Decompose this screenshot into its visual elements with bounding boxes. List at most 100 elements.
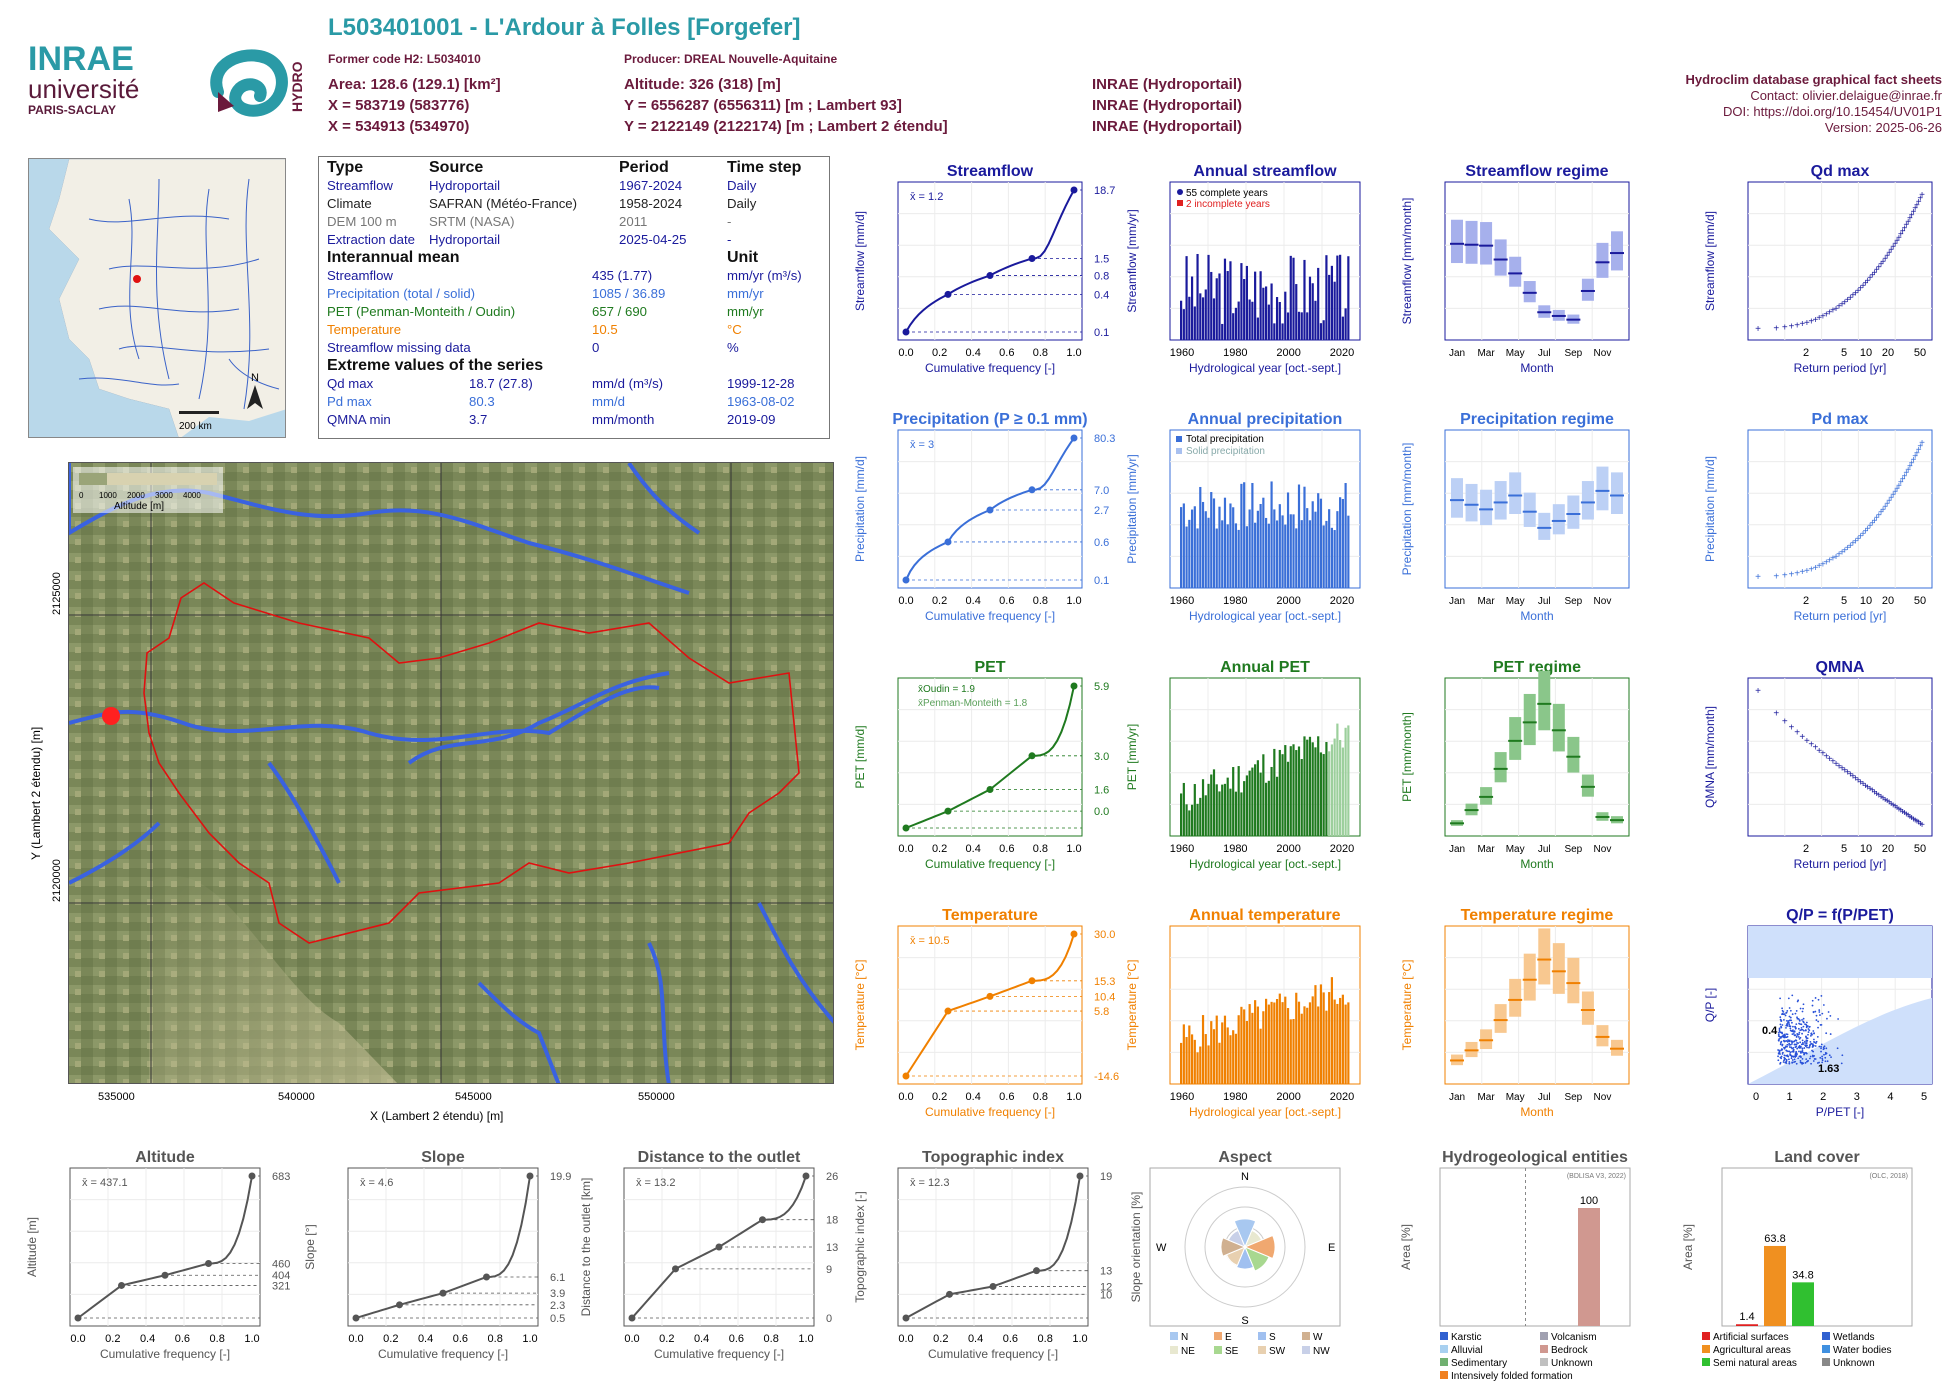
annual_streamflow-title: Annual streamflow [1193, 163, 1337, 180]
precipitation_regime-xlabel: Month [1520, 609, 1553, 623]
qp-x-tick: 4 [1887, 1091, 1893, 1103]
pet-right-value: 1.6 [1094, 784, 1109, 796]
hydrogeo-legend-swatch [1440, 1332, 1448, 1340]
annual_precipitation-bar [1308, 520, 1312, 588]
x-tick-535000: 535000 [98, 1091, 135, 1103]
qp-point [1778, 1027, 1781, 1030]
aspect-legend-swatch [1214, 1346, 1222, 1354]
month-tick: Jul [1538, 844, 1551, 855]
year-tick: 2020 [1330, 843, 1354, 855]
month-tick: Mar [1477, 844, 1495, 855]
extreme-qmna: QMNA min 3.7 mm/month 2019-09 [327, 412, 776, 427]
hydrogeo-legend-swatch [1440, 1371, 1448, 1379]
qd_max-point: + [1808, 316, 1814, 327]
qd_max-point: + [1896, 233, 1902, 244]
qd_max-point: + [1755, 324, 1761, 335]
month-tick: Sep [1564, 348, 1582, 359]
annual_temperature-bar [1215, 1015, 1218, 1084]
annual_pet-bar [1256, 760, 1259, 836]
year-tick: 1980 [1223, 843, 1247, 855]
qd_max-xlabel: Return period [yr] [1794, 361, 1887, 375]
annual_streamflow-bar [1278, 302, 1281, 340]
year-tick: 2000 [1276, 843, 1300, 855]
qp-point [1812, 1044, 1814, 1047]
qp-point [1797, 1036, 1800, 1038]
qd_max-point: + [1919, 190, 1925, 201]
qmna-point: + [1860, 779, 1866, 790]
pd_max-point: + [1833, 552, 1839, 563]
qp-point [1802, 1025, 1805, 1028]
interannual-header: Interannual mean Unit [327, 249, 759, 266]
qp-point [1807, 1059, 1810, 1062]
annual_pet-bar [1297, 746, 1301, 836]
annual_pet-bar [1308, 736, 1312, 836]
annual_temperature-bar [1336, 1003, 1339, 1084]
x-tick-label: 0.2 [932, 595, 947, 607]
annual_pet-bar [1240, 792, 1243, 836]
qp-point [1779, 1031, 1782, 1034]
annual_streamflow-bar [1207, 254, 1210, 340]
annual_precipitation-bar [1210, 492, 1213, 588]
precipitation_regime-box [1538, 512, 1551, 540]
qd_max-point: + [1894, 236, 1900, 247]
panel-pd_max: Pd max Return period [yr] Precipitation [m… [1703, 411, 1933, 623]
annual_precipitation-bar [1237, 529, 1240, 588]
svg-text:3000: 3000 [155, 491, 173, 500]
annual_temperature-bar [1300, 1013, 1303, 1084]
pd_max-point: + [1830, 554, 1836, 565]
qp-point [1810, 1043, 1813, 1045]
qp-point [1786, 1050, 1789, 1053]
qd_max-point: + [1886, 248, 1892, 259]
aspect-legend-label: W [1313, 1332, 1323, 1343]
streamflow-point [986, 272, 994, 280]
qd_max-frame [1747, 181, 1933, 341]
qp-point [1816, 1062, 1819, 1064]
x-tick-label: 0.4 [694, 1333, 709, 1345]
qp-point [1805, 1051, 1807, 1054]
annual_pet-bar [1344, 727, 1347, 836]
hydrogeo-legend-label: Volcanism [1551, 1332, 1597, 1343]
annual_temperature-bar [1297, 1001, 1301, 1084]
qd_max-point: + [1909, 210, 1915, 221]
precipitation-point [1070, 434, 1078, 442]
qp-point [1815, 1040, 1818, 1043]
annual_temperature-bar [1278, 993, 1281, 1084]
qp-point [1786, 1024, 1788, 1026]
pet-right-value: 3.0 [1094, 751, 1109, 763]
qmna-point: + [1905, 811, 1911, 822]
topo-point [989, 1282, 997, 1290]
annual_pet-bar [1223, 783, 1227, 836]
qp-point [1798, 1022, 1800, 1025]
pd_max-point: + [1839, 548, 1845, 559]
altitude-mean: x̄ = 437.1 [82, 1177, 128, 1189]
annual_temperature-bar [1262, 1011, 1265, 1084]
topo-point [1076, 1172, 1084, 1180]
qp-point [1841, 1054, 1844, 1057]
annual_precipitation-bar [1314, 511, 1317, 588]
qp-point [1801, 1032, 1803, 1035]
streamflow_regime-box [1465, 220, 1478, 264]
panel-precipitation_regime: Precipitation regime Month Precipitation [… [1400, 411, 1630, 623]
qp-point [1811, 1004, 1814, 1007]
extremes-table: Extreme values of the series Qd max 18.7 … [327, 357, 821, 429]
hydrogeo-src: (BDLISA V3, 2022) [1567, 1173, 1626, 1180]
precipitation-xlabel: Cumulative frequency [-] [925, 609, 1055, 623]
pd_max-point: + [1914, 448, 1920, 459]
month-tick: Jul [1538, 596, 1551, 607]
qp-xlabel: P/PET [-] [1816, 1105, 1864, 1119]
return-tick: 10 [1860, 843, 1872, 855]
streamflow_regime-box [1509, 256, 1522, 287]
annual_pet-bar [1190, 804, 1194, 836]
qp-point [1791, 994, 1794, 997]
landcover-legend-swatch [1822, 1358, 1830, 1366]
qp-point [1817, 1026, 1819, 1029]
annual_precipitation-bar [1292, 514, 1295, 588]
hydrogeo-legend-swatch [1540, 1358, 1548, 1366]
qd_max-point: + [1888, 245, 1894, 256]
x-tick-545000: 545000 [455, 1091, 492, 1103]
hydro-logo-text: HYDRO [289, 61, 305, 112]
qp-point [1788, 1061, 1791, 1063]
qd_max-point: + [1903, 220, 1909, 231]
qp-upper-zone [1748, 926, 1932, 978]
catchment-svg: 0 1000 2000 3000 4000 Altitude [m] [69, 463, 833, 1083]
